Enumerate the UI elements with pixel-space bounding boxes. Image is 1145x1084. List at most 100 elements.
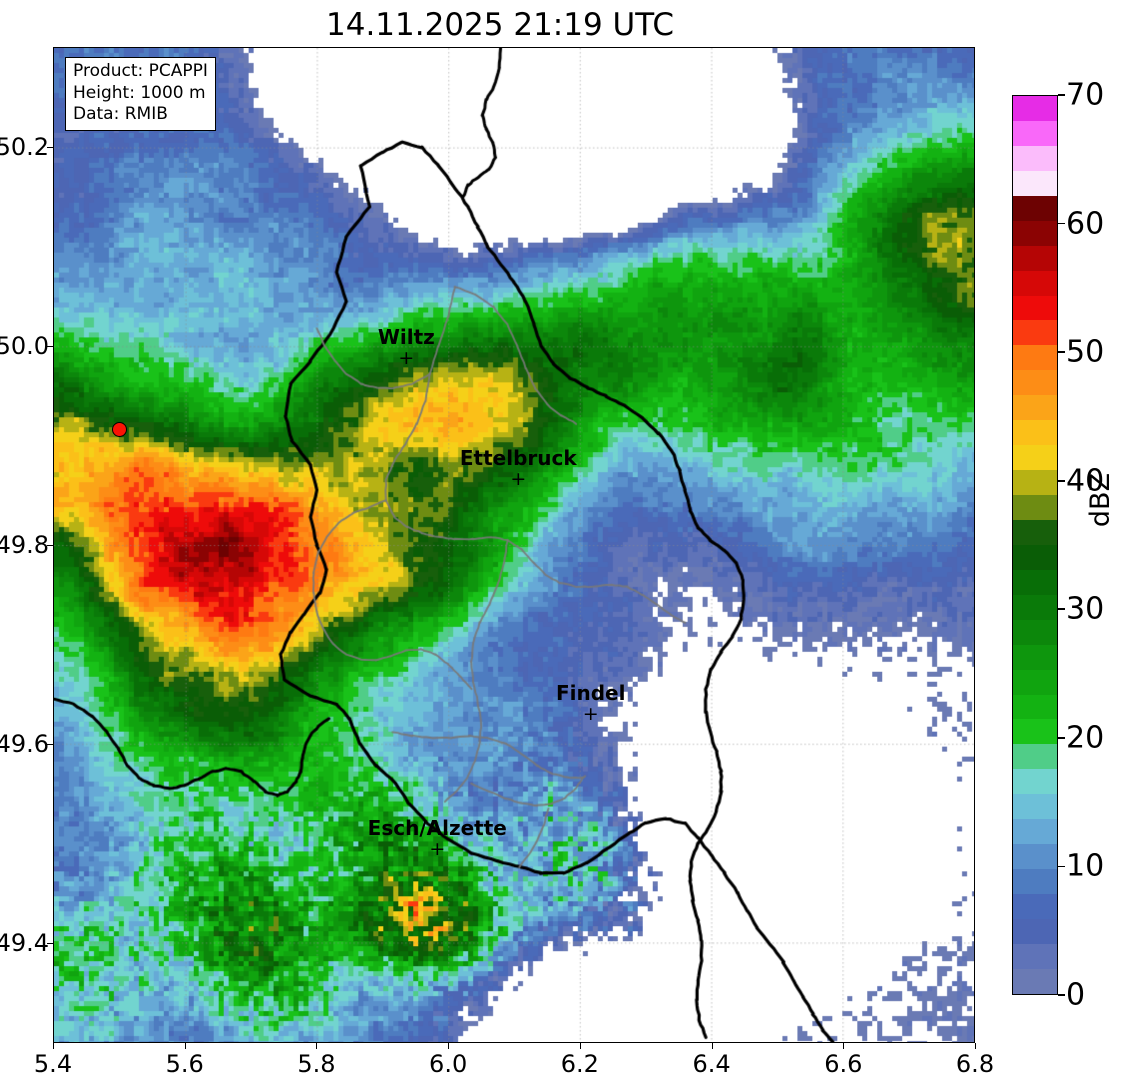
x-axis-tick-label: 6.2 [560,1050,599,1078]
colorbar-tick [1058,94,1065,96]
colorbar-segment [1013,320,1057,346]
page-title: 14.11.2025 21:19 UTC [326,7,674,43]
x-axis-tick-label: 5.6 [165,1050,204,1078]
colorbar-segment [1013,96,1057,121]
x-axis-tick [448,1043,450,1049]
city-position-marker: + [510,468,527,491]
city-position-marker: + [582,703,599,726]
city-label-findel: Findel + [555,681,626,726]
colorbar-tick-label: 70 [1066,77,1105,113]
colorbar-segment [1013,644,1057,670]
colorbar-segment [1013,345,1057,371]
y-axis-tick-label: 49.8 [0,531,49,559]
colorbar-segment [1013,744,1057,770]
city-name: Ettelbruck [459,446,577,471]
x-axis-tick-label: 6.8 [955,1050,995,1078]
colorbar-segment [1013,894,1057,919]
colorbar-segment [1013,470,1057,495]
colorbar-tick [1058,479,1065,482]
colorbar-tick-label: 0 [1066,977,1086,1013]
colorbar-segment [1013,769,1057,795]
x-axis-tick [975,1043,976,1049]
radar-station-marker[interactable] [112,421,128,437]
x-axis-tick [53,1043,54,1049]
x-axis-tick-label: 5.8 [297,1050,336,1078]
product-info-box: Product: PCAPPI Height: 1000 m Data: RMI… [65,57,216,131]
y-axis-tick [47,744,53,746]
colorbar-tick-label: 10 [1066,848,1105,884]
colorbar-tick [1058,737,1065,739]
colorbar-tick [1058,865,1065,868]
colorbar-segment [1013,819,1057,845]
colorbar-tick [1058,222,1065,225]
colorbar-segment [1013,395,1057,421]
city-name: Esch/Alzette [367,815,507,840]
colorbar-segment [1013,619,1057,645]
colorbar-segment [1013,719,1057,745]
colorbar-segment [1013,869,1057,894]
y-axis-tick-label: 50.2 [0,132,49,161]
info-product-line: Product: PCAPPI [73,61,208,81]
city-name: Findel [555,681,626,706]
city-position-marker: + [429,837,446,860]
colorbar-tick [1058,994,1065,996]
colorbar-segment [1013,594,1057,620]
colorbar-segment [1013,495,1057,520]
city-name: Wiltz [377,324,435,349]
y-axis-tick [47,545,53,546]
x-axis-tick [843,1043,845,1049]
y-axis-tick-label: 49.6 [0,730,49,759]
y-axis-tick [47,345,53,347]
colorbar-tick [1058,608,1065,611]
x-axis-tick [184,1043,186,1049]
colorbar-segment [1013,170,1057,196]
colorbar-segment [1013,370,1057,396]
colorbar-segment [1013,669,1057,695]
colorbar [1012,95,1058,995]
colorbar-segment [1013,120,1057,146]
colorbar-segment [1013,694,1057,720]
x-axis-tick-label: 5.4 [33,1050,73,1078]
colorbar-segment [1013,844,1057,870]
colorbar-tick-label: 20 [1066,720,1105,756]
colorbar-segment [1013,270,1057,296]
info-height-line: Height: 1000 m [73,82,206,103]
colorbar-tick [1058,351,1065,353]
y-axis-tick [47,146,53,148]
city-label-esch-alzette: Esch/Alzette + [367,815,507,860]
colorbar-segment [1013,943,1057,969]
radar-plot-area[interactable]: Product: PCAPPI Height: 1000 m Data: RMI… [53,47,975,1043]
colorbar-segment [1013,220,1057,246]
colorbar-segment [1013,420,1057,446]
x-axis-tick [711,1043,713,1049]
colorbar-tick-label: 50 [1066,334,1105,370]
colorbar-segment [1013,195,1057,221]
colorbar-segment [1013,519,1057,545]
y-axis-tick-label: 50.0 [0,331,49,360]
colorbar-segment [1013,794,1057,820]
colorbar-segment [1013,544,1057,570]
colorbar-tick-label: 60 [1066,206,1105,242]
x-axis-tick-label: 6.4 [692,1050,731,1078]
colorbar-segment [1013,145,1057,171]
city-label-wiltz: Wiltz + [377,324,435,369]
colorbar-segment [1013,295,1057,321]
colorbar-segment [1013,569,1057,595]
y-axis-tick-label: 49.4 [0,929,49,958]
colorbar-segment [1013,968,1057,994]
x-axis-tick [316,1043,318,1049]
x-axis-tick-label: 6.0 [429,1050,468,1078]
map-borders-and-grid-layer [54,48,974,1042]
city-label-ettelbruck: Ettelbruck + [459,446,577,491]
city-position-marker: + [398,346,415,369]
info-data-line: Data: RMIB [73,104,168,124]
colorbar-segment [1013,918,1057,944]
colorbar-tick-label: 30 [1066,591,1105,627]
colorbar-segment [1013,245,1057,271]
x-axis-tick [579,1043,581,1049]
colorbar-tick-label: 40 [1066,463,1105,499]
x-axis-tick-label: 6.6 [824,1050,863,1078]
colorbar-segment [1013,445,1057,471]
colorbar-axis-label: dBZ [1085,472,1116,528]
y-axis-tick [47,943,53,945]
